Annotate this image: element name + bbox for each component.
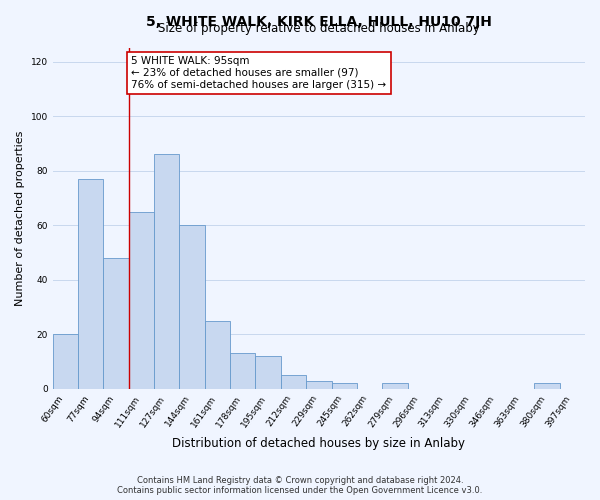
Bar [103,258,129,389]
Bar [205,320,230,389]
Text: Contains HM Land Registry data © Crown copyright and database right 2024.
Contai: Contains HM Land Registry data © Crown c… [118,476,482,495]
Bar [256,356,281,389]
Bar [154,154,179,389]
Bar [332,384,357,389]
Bar [53,334,78,389]
Bar [78,179,103,389]
Bar [230,354,256,389]
Bar [281,375,306,389]
Text: Size of property relative to detached houses in Anlaby: Size of property relative to detached ho… [158,22,480,35]
Title: 5, WHITE WALK, KIRK ELLA, HULL, HU10 7JH: 5, WHITE WALK, KIRK ELLA, HULL, HU10 7JH [146,15,492,29]
Bar [306,380,332,389]
Bar [382,384,407,389]
Bar [129,212,154,389]
Y-axis label: Number of detached properties: Number of detached properties [15,131,25,306]
Bar [179,226,205,389]
Text: 5 WHITE WALK: 95sqm
← 23% of detached houses are smaller (97)
76% of semi-detach: 5 WHITE WALK: 95sqm ← 23% of detached ho… [131,56,386,90]
X-axis label: Distribution of detached houses by size in Anlaby: Distribution of detached houses by size … [172,437,466,450]
Bar [535,384,560,389]
